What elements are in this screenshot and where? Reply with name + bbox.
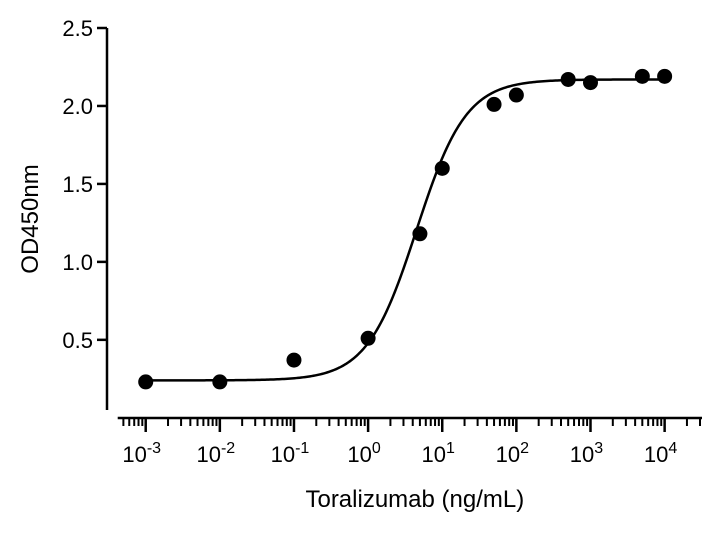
- y-tick-label: 0.5: [62, 328, 93, 353]
- data-point: [582, 75, 598, 91]
- x-tick-base: 10: [122, 442, 146, 467]
- data-point: [212, 374, 228, 390]
- data-point: [657, 68, 673, 84]
- data-point: [634, 68, 650, 84]
- x-tick-base: 10: [496, 442, 520, 467]
- x-tick-exponent: -3: [147, 440, 161, 457]
- data-point: [138, 374, 154, 390]
- x-tick-base: 10: [570, 442, 594, 467]
- x-tick-label: 101: [422, 440, 455, 467]
- data-points: [138, 68, 673, 390]
- x-tick-label: 10-1: [271, 440, 310, 467]
- data-point: [486, 96, 502, 112]
- x-tick-label: 104: [644, 440, 677, 467]
- y-tick-label: 2.5: [62, 16, 93, 41]
- x-tick-label: 10-3: [122, 440, 161, 467]
- x-tick-base: 10: [347, 442, 371, 467]
- x-tick-label: 10-2: [196, 440, 235, 467]
- y-tick-label: 1.5: [62, 172, 93, 197]
- x-tick-exponent: 3: [594, 440, 603, 457]
- x-tick-base: 10: [644, 442, 668, 467]
- fit-curve-group: [145, 78, 665, 382]
- data-point: [412, 226, 428, 242]
- x-tick-exponent: -1: [295, 440, 309, 457]
- x-tick-base: 10: [196, 442, 220, 467]
- data-point: [286, 352, 302, 368]
- x-tick-exponent: 1: [446, 440, 455, 457]
- y-tick-label: 1.0: [62, 250, 93, 275]
- x-axis-title: Toralizumab (ng/mL): [305, 486, 524, 513]
- x-tick-base: 10: [422, 442, 446, 467]
- x-tick-exponent: -2: [221, 440, 235, 457]
- data-point: [434, 160, 450, 176]
- x-tick-label: 100: [347, 440, 380, 467]
- data-point: [360, 330, 376, 346]
- fit-curve: [145, 78, 665, 382]
- data-point: [560, 71, 576, 87]
- y-tick-label: 2.0: [62, 94, 93, 119]
- data-point: [508, 87, 524, 103]
- x-tick-exponent: 4: [668, 440, 677, 457]
- y-axis-title: OD450nm: [17, 164, 44, 273]
- x-tick-exponent: 0: [372, 440, 381, 457]
- x-tick-label: 102: [496, 440, 529, 467]
- axes: 0.51.01.52.02.510-3 10-2 10-1 100 101 102 103 1…: [62, 16, 702, 467]
- x-tick-base: 10: [271, 442, 295, 467]
- x-tick-exponent: 2: [520, 440, 529, 457]
- x-tick-label: 103: [570, 440, 603, 467]
